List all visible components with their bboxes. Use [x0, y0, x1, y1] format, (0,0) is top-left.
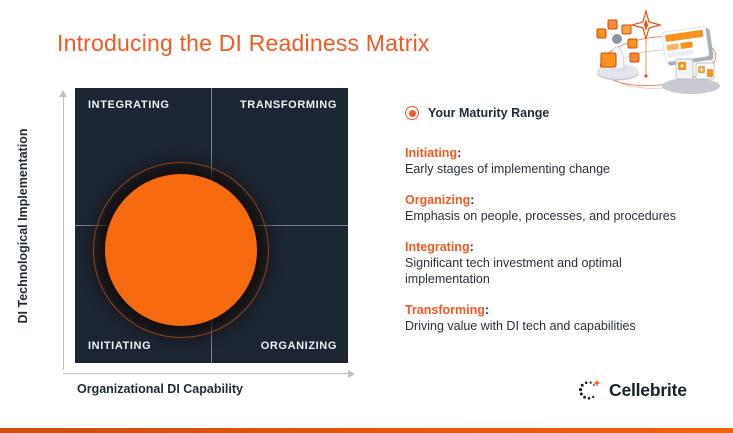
definitions-list: Initiating: Early stages of implementing…: [405, 145, 685, 334]
definition-integrating: Integrating: Significant tech investment…: [405, 240, 622, 286]
y-axis-arrowhead-icon: [59, 90, 67, 97]
legend-label: Your Maturity Range: [428, 106, 550, 120]
quadrant-integrating: INTEGRATING: [88, 99, 170, 111]
spark-star-icon: [629, 8, 663, 78]
readiness-matrix: INTEGRATING TRANSFORMING INITIATING ORGA…: [75, 88, 348, 363]
definition-desc: Early stages of implementing change: [405, 162, 610, 176]
definition-desc: Driving value with DI tech and capabilit…: [405, 319, 636, 333]
maturity-range-ring: [93, 162, 269, 338]
quadrant-transforming: TRANSFORMING: [239, 99, 337, 111]
bottom-accent-bar: [0, 428, 733, 433]
definition-transforming: Transforming: Driving value with DI tech…: [405, 303, 636, 333]
y-axis-label: DI Technological Implementation: [16, 128, 30, 324]
devices-dashboard: [661, 26, 720, 94]
person-with-blocks: [596, 19, 640, 81]
maturity-range-radio-icon: [405, 106, 419, 120]
maturity-range-legend: Your Maturity Range: [405, 106, 549, 120]
definition-term: Integrating: [405, 240, 470, 254]
definition-term: Initiating: [405, 146, 458, 160]
definition-term: Transforming: [405, 303, 485, 317]
definition-desc: Significant tech investment and optimal …: [405, 256, 622, 286]
definition-organizing: Organizing: Emphasis on people, processe…: [405, 193, 676, 223]
definition-desc: Emphasis on people, processes, and proce…: [405, 209, 676, 223]
page-title: Introducing the DI Readiness Matrix: [57, 30, 430, 56]
quadrant-organizing: ORGANIZING: [260, 340, 337, 352]
di-technology-illustration: [596, 8, 720, 94]
x-axis-label: Organizational DI Capability: [77, 382, 243, 396]
quadrant-initiating: INITIATING: [88, 340, 152, 352]
cellebrite-logo-text: Cellebrite: [609, 379, 687, 400]
cellebrite-logo-mark-icon: [579, 379, 601, 400]
x-axis-arrowhead-icon: [348, 369, 355, 378]
cellebrite-logo: Cellebrite: [576, 377, 687, 403]
definition-term: Organizing: [405, 193, 471, 207]
logo-spark-icon: [593, 379, 601, 387]
definition-initiating: Initiating: Early stages of implementing…: [405, 146, 610, 176]
maturity-range-circle: [105, 174, 257, 326]
x-axis-line: [63, 373, 348, 374]
y-axis-line: [63, 96, 64, 370]
